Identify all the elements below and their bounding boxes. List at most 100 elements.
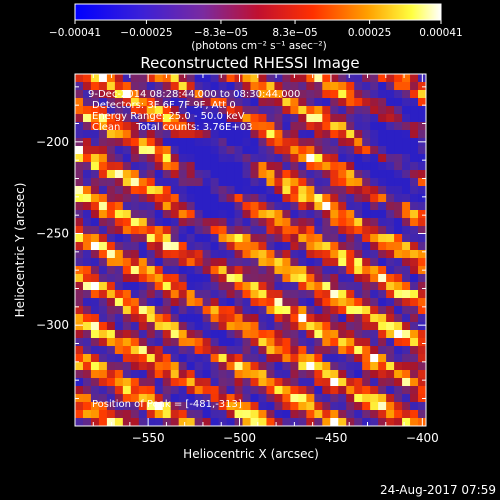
heatmap-cell [186,394,196,403]
heatmap-cell [298,218,307,227]
heatmap-cell [338,170,347,179]
heatmap-cell [242,114,252,123]
heatmap-cell [386,210,395,219]
heatmap-cell [162,298,172,307]
heatmap-cell [410,274,419,283]
heatmap-cell [306,258,315,267]
heatmap-cell [402,210,411,219]
heatmap-cell [154,338,164,347]
heatmap-cell [378,290,387,299]
heatmap-cell [226,250,236,259]
heatmap-cell [354,82,363,91]
heatmap-cell [330,322,339,331]
heatmap-cell [138,186,148,195]
heatmap-cell [146,306,156,315]
heatmap-cell [322,90,331,99]
heatmap-cell [322,330,331,339]
heatmap-cell [90,266,100,275]
heatmap-cell [154,418,164,426]
heatmap-cell [298,98,307,107]
heatmap-cell [418,362,426,371]
heatmap-cell [410,354,419,363]
heatmap-cell [338,202,347,211]
heatmap-cell [146,298,156,307]
heatmap-cell [170,370,180,379]
heatmap-cell [130,346,140,355]
heatmap-cell [362,82,371,91]
heatmap-cell [170,354,180,363]
heatmap-cell [106,138,116,147]
heatmap-cell [274,306,284,315]
heatmap-cell [410,178,419,187]
heatmap-cell [218,418,228,426]
heatmap-cell [210,418,220,426]
heatmap-cell [410,370,419,379]
heatmap-cell [98,306,108,315]
heatmap-cell [314,218,323,227]
heatmap-cell [354,306,363,315]
heatmap-cell [218,362,228,371]
heatmap-cell [106,250,116,259]
heatmap-cell [418,242,426,251]
heatmap-cell [75,146,84,155]
heatmap-cell [306,186,315,195]
heatmap-cell [186,322,196,331]
heatmap-cell [154,266,164,275]
heatmap-cell [306,210,315,219]
heatmap-cell [370,394,379,403]
heatmap-cell [146,210,156,219]
heatmap-cell [98,298,108,307]
heatmap-cell [170,186,180,195]
heatmap-cell [370,170,379,179]
heatmap-cell [98,82,108,91]
heatmap-cell [386,402,395,411]
heatmap-cell [114,274,124,283]
heatmap-cell [378,386,387,395]
heatmap-cell [242,154,252,163]
heatmap-cell [234,362,244,371]
heatmap-cell [114,210,124,219]
heatmap-cell [394,122,403,131]
heatmap-cell [234,330,244,339]
heatmap-cell [154,130,164,139]
heatmap-cell [314,402,323,411]
heatmap-cell [362,178,371,187]
heatmap-cell [282,330,291,339]
heatmap-cell [402,170,411,179]
heatmap-cell [258,194,268,203]
heatmap-cell [194,274,204,283]
heatmap-cell [250,418,260,426]
heatmap-cell [354,74,363,83]
heatmap-cell [242,122,252,131]
heatmap-cell [274,266,284,275]
heatmap-cell [114,90,124,99]
heatmap-cell [210,402,220,411]
heatmap-cell [98,330,108,339]
heatmap-cell [98,322,108,331]
heatmap-cell [362,202,371,211]
heatmap-cell [242,386,252,395]
heatmap-cell [330,82,339,91]
heatmap-cell [402,82,411,91]
heatmap-cell [266,122,276,131]
heatmap-cell [82,138,92,147]
heatmap-cell [362,162,371,171]
heatmap-cell [154,146,164,155]
heatmap-cell [226,130,236,139]
heatmap-cell [322,74,331,83]
heatmap-cell [75,186,84,195]
heatmap-cell [122,186,132,195]
heatmap-cell [362,186,371,195]
heatmap-cell [274,362,284,371]
heatmap-cell [122,170,132,179]
heatmap-cell [75,210,84,219]
heatmap-cell [258,258,268,267]
heatmap-cell [82,274,92,283]
heatmap-cell [386,370,395,379]
heatmap-cell [330,138,339,147]
heatmap-cell [250,234,260,243]
heatmap-cell [75,410,84,419]
heatmap-cell [90,146,100,155]
heatmap-cell [162,354,172,363]
heatmap-cell [98,186,108,195]
